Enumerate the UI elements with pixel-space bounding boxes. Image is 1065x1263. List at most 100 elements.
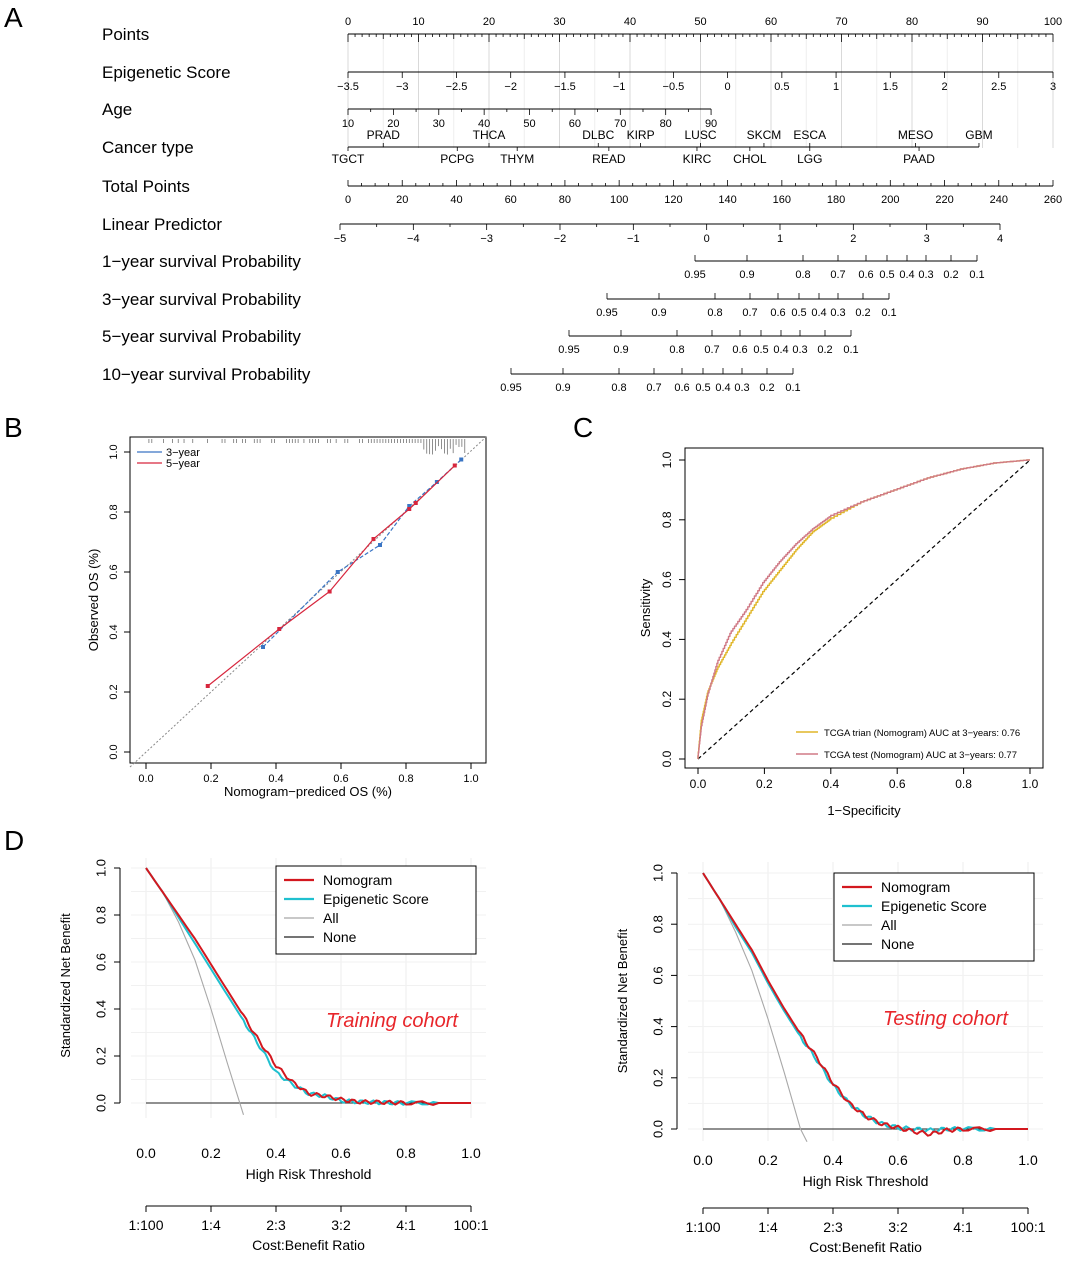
data-point-5-year xyxy=(328,590,332,594)
x-tick-label: 0.8 xyxy=(955,777,972,791)
data-point-5-year xyxy=(277,627,281,631)
calibration-panel: 0.0 0.2 0.4 0.6 0.8 1.00.00.20.40.60.81.0Nomo… xyxy=(86,437,486,799)
points-tick-label: 80 xyxy=(906,16,918,28)
10-year-survival-probability-tick-label: 0.2 xyxy=(759,382,774,394)
data-point-5-year xyxy=(372,537,376,541)
epigenetic-tick-label: −0.5 xyxy=(663,81,685,93)
y-tick-label: 0.0 xyxy=(108,744,120,759)
points-tick-label: 20 xyxy=(483,16,495,28)
epigenetic-tick-label: 3 xyxy=(1050,81,1056,93)
1-year-survival-probability-tick-label: 0.9 xyxy=(739,269,754,281)
linear-predictor-tick-label: −4 xyxy=(407,233,420,245)
total-points-tick-label: 160 xyxy=(773,194,791,206)
10-year-survival-probability-tick-label: 0.4 xyxy=(715,382,730,394)
y-tick-label: 0.6 xyxy=(108,564,120,579)
x-tick-label: 0.2 xyxy=(758,1152,778,1168)
cancer-type-label: PRAD xyxy=(367,128,401,142)
5-year-survival-probability-tick-label: 0.2 xyxy=(817,344,832,356)
legend-label-tcga-test-nomogram-auc-at-3-years-0-77: TCGA test (Nomogram) AUC at 3−years: 0.7… xyxy=(824,750,1017,761)
y-tick-label: 0.0 xyxy=(93,1094,108,1112)
age-tick-label: 10 xyxy=(342,118,354,130)
panel-label-a: A xyxy=(4,2,23,33)
legend-label-nomogram: Nomogram xyxy=(881,879,950,895)
linear-predictor-tick-label: −1 xyxy=(627,233,640,245)
total-points-tick-label: 200 xyxy=(881,194,899,206)
1-year-survival-probability-tick-label: 0.95 xyxy=(684,269,705,281)
y-tick-label: 0.2 xyxy=(650,1069,665,1087)
x-tick-label: 0.4 xyxy=(822,777,839,791)
1-year-survival-probability-tick-label: 0.8 xyxy=(795,269,810,281)
3-year-survival-probability-tick-label: 0.7 xyxy=(742,307,757,319)
x-tick-label: 0.2 xyxy=(201,1145,221,1161)
cost-benefit-tick-label: 3:2 xyxy=(888,1219,908,1235)
x-tick-label: 0.4 xyxy=(823,1152,843,1168)
total-points-tick-label: 0 xyxy=(345,194,351,206)
cost-benefit-tick-label: 1:100 xyxy=(128,1217,163,1233)
cost-benefit-tick-label: 1:4 xyxy=(201,1217,221,1233)
x-tick-label: 0.8 xyxy=(398,773,413,785)
cancer-type-label: GBM xyxy=(965,128,992,142)
panel-label-d: D xyxy=(4,825,24,856)
points-tick-label: 70 xyxy=(835,16,847,28)
figure: A B C D PointsEpigenetic ScoreAgeCancer … xyxy=(0,0,1065,1263)
epigenetic-tick-label: −2.5 xyxy=(446,81,468,93)
cancer-type-label: MESO xyxy=(898,128,933,142)
cost-benefit-tick-label: 3:2 xyxy=(331,1217,351,1233)
data-point-5-year xyxy=(414,501,418,505)
total-points-tick-label: 220 xyxy=(935,194,953,206)
5-year-survival-probability-tick-label: 0.5 xyxy=(753,344,768,356)
total-points-tick-label: 120 xyxy=(664,194,682,206)
points-tick-label: 60 xyxy=(765,16,777,28)
3-year-survival-probability-tick-label: 0.9 xyxy=(651,307,666,319)
x-tick-label: 1.0 xyxy=(463,773,478,785)
cancer-type-label: KIRC xyxy=(683,152,712,166)
y-tick-label: 0.8 xyxy=(660,511,674,528)
roc-panel: 0.0 0.2 0.4 0.6 0.8 1.0 0.0 0.2 0.4 0.6 0.8 1.0 1−Sp… xyxy=(638,448,1043,818)
3-year-survival-probability-tick-label: 0.95 xyxy=(596,307,617,319)
y-tick-label: 1.0 xyxy=(650,864,665,882)
y-tick-label: 0.2 xyxy=(660,691,674,708)
cancer-type-label: CHOL xyxy=(733,152,767,166)
y-tick-label: 0.6 xyxy=(650,966,665,984)
3-year-survival-probability-tick-label: 0.4 xyxy=(811,307,826,319)
3-year-survival-probability-tick-label: 0.8 xyxy=(707,307,722,319)
legend-label-all: All xyxy=(881,917,897,933)
epigenetic-tick-label: 2 xyxy=(941,81,947,93)
epigenetic-tick-label: −1 xyxy=(613,81,626,93)
epigenetic-tick-label: −3 xyxy=(396,81,409,93)
x-tick-label: 0.0 xyxy=(138,773,153,785)
data-point-5-year xyxy=(206,684,210,688)
row-label-3-year-survival-probability: 3−year survival Probability xyxy=(102,290,301,309)
epigenetic-tick-label: −2 xyxy=(504,81,517,93)
y-tick-label: 0.8 xyxy=(108,504,120,519)
cancer-type-label: THYM xyxy=(500,152,534,166)
1-year-survival-probability-tick-label: 0.5 xyxy=(879,269,894,281)
linear-predictor-tick-label: 0 xyxy=(704,233,710,245)
y-tick-label: 0.8 xyxy=(93,906,108,924)
age-tick-label: 50 xyxy=(523,118,535,130)
nomogram-panel: PointsEpigenetic ScoreAgeCancer typeTota… xyxy=(102,16,1062,394)
legend-label-all: All xyxy=(323,910,339,926)
age-tick-label: 30 xyxy=(433,118,445,130)
x-axis-title: 1−Specificity xyxy=(827,803,901,818)
cost-benefit-tick-label: 2:3 xyxy=(266,1217,286,1233)
y-axis-title: Observed OS (%) xyxy=(86,549,101,652)
cancer-type-label: LGG xyxy=(797,152,822,166)
x-tick-label: 0.6 xyxy=(889,777,906,791)
total-points-tick-label: 240 xyxy=(990,194,1008,206)
linear-predictor-tick-label: −3 xyxy=(480,233,493,245)
3-year-survival-probability-tick-label: 0.6 xyxy=(770,307,785,319)
1-year-survival-probability-tick-label: 0.2 xyxy=(943,269,958,281)
3-year-survival-probability-tick-label: 0.3 xyxy=(830,307,845,319)
x-tick-label: 0.2 xyxy=(203,773,218,785)
1-year-survival-probability-tick-label: 0.4 xyxy=(899,269,914,281)
y-tick-label: 0.4 xyxy=(108,624,120,639)
cost-benefit-tick-label: 100:1 xyxy=(1010,1219,1045,1235)
dca-testing-panel: 0.00.20.40.60.81.0Standardized Net Benef… xyxy=(615,862,1046,1255)
5-year-survival-probability-tick-label: 0.9 xyxy=(613,344,628,356)
data-point-3-year xyxy=(459,458,463,462)
y-tick-label: 0.0 xyxy=(660,750,674,767)
curve-all xyxy=(703,873,807,1142)
points-tick-label: 40 xyxy=(624,16,636,28)
cohort-annotation: Testing cohort xyxy=(883,1008,1009,1030)
